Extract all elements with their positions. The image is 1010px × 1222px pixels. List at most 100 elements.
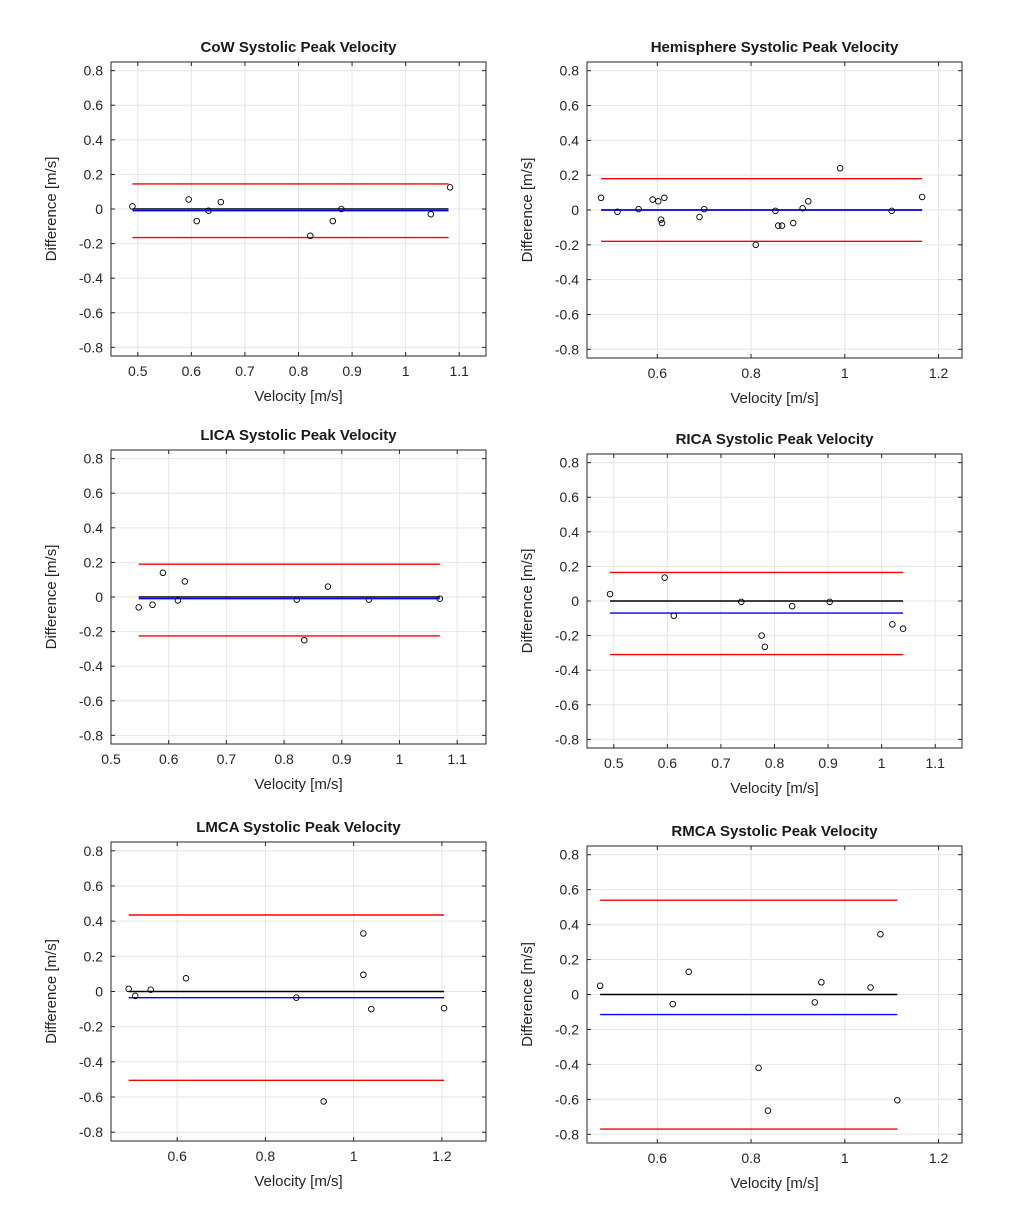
data-point <box>649 196 656 203</box>
y-tick-label: 0.4 <box>560 917 580 933</box>
y-tick-label: 0.2 <box>84 948 104 964</box>
chart-panel-3: -0.8 -0.6 -0.4 -0.2 0 0.2 0.4 0.6 0.8 0.5 0.6 0.7 0.… <box>43 427 487 793</box>
data-point <box>899 625 907 632</box>
data-point <box>788 602 796 610</box>
chart-panel-1: -0.8 -0.6 -0.4 -0.2 0 0.2 0.4 0.6 0.8 0.5 0.6 0.7 0.… <box>43 39 487 405</box>
y-tick-label: 0 <box>95 984 103 1000</box>
data-point <box>217 198 225 206</box>
x-tick-label: 1 <box>396 751 404 767</box>
data-point <box>293 596 301 603</box>
data-point <box>836 164 844 172</box>
x-tick-label: 1.2 <box>929 1150 949 1166</box>
data-point <box>132 992 139 1000</box>
data-point <box>877 930 884 938</box>
y-tick-label: -0.2 <box>555 628 579 644</box>
data-point <box>867 984 874 991</box>
y-tick-label: -0.8 <box>555 731 579 747</box>
data-point <box>181 578 189 585</box>
data-point <box>889 621 896 628</box>
x-tick-label: 0.6 <box>648 1150 668 1166</box>
x-tick-label: 1.2 <box>432 1148 452 1164</box>
data-point <box>182 975 190 982</box>
data-point <box>436 595 444 602</box>
data-point <box>360 971 367 979</box>
x-tick-label: 0.9 <box>342 363 362 379</box>
x-tick-label: 0.6 <box>182 363 202 379</box>
chart-panel-6: -0.8 -0.6 -0.4 -0.2 0 0.2 0.4 0.6 0.8 0.6 0.8 1 1.2 R… <box>519 823 963 1192</box>
x-tick-label: 0.6 <box>159 751 179 767</box>
x-axis-label: Velocity [m/s] <box>254 1173 342 1190</box>
y-tick-label: 0.6 <box>560 882 580 898</box>
x-tick-label: 0.5 <box>101 751 121 767</box>
y-tick-label: -0.8 <box>79 339 103 355</box>
data-point <box>775 222 782 229</box>
data-point <box>368 1005 375 1013</box>
data-point <box>320 1098 327 1105</box>
y-tick-label: 0 <box>95 201 103 217</box>
y-tick-label: -0.6 <box>79 693 103 709</box>
data-point <box>888 207 895 215</box>
data-point <box>655 198 662 205</box>
data-point <box>293 994 300 1001</box>
y-tick-label: 0.8 <box>84 63 104 79</box>
x-tick-label: 1 <box>841 1150 849 1166</box>
y-axis-label: Difference [m/s] <box>519 942 536 1047</box>
data-point <box>811 999 819 1006</box>
y-tick-label: -0.6 <box>555 1091 579 1107</box>
data-point <box>657 216 665 223</box>
x-tick-label: 1 <box>402 363 410 379</box>
chart-panel-4: -0.8 -0.6 -0.4 -0.2 0 0.2 0.4 0.6 0.8 0.5 0.6 0.7 0.… <box>519 431 963 797</box>
chart-title: Hemisphere Systolic Peak Velocity <box>651 39 899 56</box>
data-point <box>606 590 614 598</box>
data-point <box>193 217 200 225</box>
data-point <box>329 217 337 225</box>
y-tick-label: 0.4 <box>560 524 580 540</box>
y-tick-label: -0.8 <box>79 727 103 743</box>
data-point <box>778 222 786 229</box>
x-tick-label: 0.9 <box>332 751 352 767</box>
y-tick-label: -0.4 <box>555 272 579 288</box>
data-point <box>614 208 621 215</box>
y-tick-label: -0.4 <box>79 658 103 674</box>
data-point <box>918 193 926 201</box>
data-point <box>758 632 765 639</box>
chart-panel-2: -0.8 -0.6 -0.4 -0.2 0 0.2 0.4 0.6 0.8 0.6 0.8 1 1.2 H… <box>519 39 963 407</box>
data-point <box>446 184 454 191</box>
chart-panel-5: -0.8 -0.6 -0.4 -0.2 0 0.2 0.4 0.6 0.8 0.6 0.8 1 1.2 L… <box>43 819 487 1190</box>
chart-title: RICA Systolic Peak Velocity <box>676 431 875 448</box>
y-tick-label: -0.2 <box>555 1021 579 1037</box>
data-point <box>661 194 668 202</box>
data-point <box>685 968 692 976</box>
x-tick-label: 1.1 <box>449 363 469 379</box>
data-point <box>772 207 779 215</box>
data-point <box>755 1064 762 1072</box>
y-axis-label: Difference [m/s] <box>519 549 536 654</box>
data-point <box>790 219 797 227</box>
y-tick-label: -0.8 <box>79 1124 103 1140</box>
data-point <box>661 574 668 581</box>
chart-title: CoW Systolic Peak Velocity <box>201 39 398 56</box>
y-tick-label: -0.4 <box>79 1054 103 1070</box>
data-point <box>738 598 745 606</box>
data-point <box>338 205 345 213</box>
data-point <box>894 1096 901 1104</box>
y-tick-label: -0.4 <box>555 1056 579 1072</box>
data-point <box>174 597 182 604</box>
data-point <box>365 596 373 603</box>
y-tick-label: 0.4 <box>84 520 104 536</box>
data-point <box>440 1004 448 1012</box>
data-point <box>427 210 435 218</box>
x-tick-label: 1 <box>878 755 886 771</box>
data-point <box>307 232 314 240</box>
data-point <box>185 196 192 203</box>
x-tick-label: 0.8 <box>289 363 309 379</box>
chart-title: LICA Systolic Peak Velocity <box>200 427 397 444</box>
y-tick-label: -0.4 <box>79 270 103 286</box>
x-tick-label: 1.1 <box>447 751 467 767</box>
chart-title: RMCA Systolic Peak Velocity <box>671 823 878 840</box>
data-point <box>205 207 212 214</box>
data-point <box>761 643 769 651</box>
y-tick-label: 0.6 <box>560 98 580 114</box>
y-tick-label: 0.2 <box>84 166 104 182</box>
x-tick-label: 0.8 <box>741 1150 761 1166</box>
